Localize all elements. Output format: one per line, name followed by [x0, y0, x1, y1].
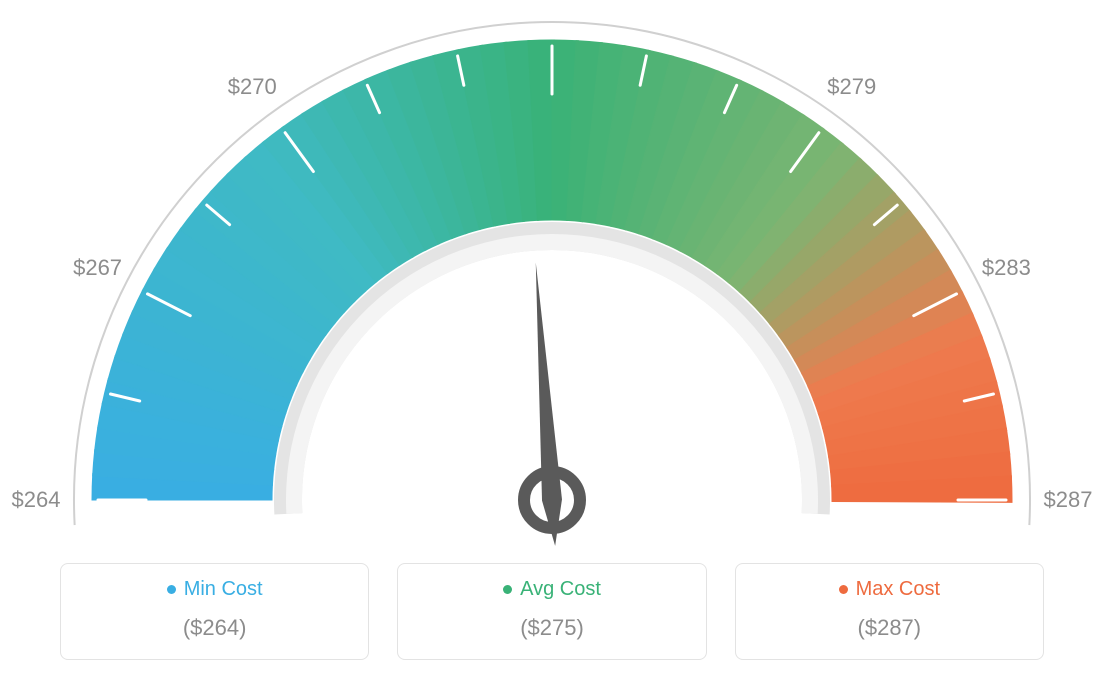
legend-min-value: ($264): [71, 615, 358, 641]
gauge-tick-label: $283: [982, 255, 1031, 281]
gauge-tick-label: $267: [73, 255, 122, 281]
gauge-tick-label: $275: [528, 0, 577, 3]
legend-min-card: Min Cost ($264): [60, 563, 369, 660]
legend-avg-dot: [503, 585, 512, 594]
legend-max-value: ($287): [746, 615, 1033, 641]
legend-row: Min Cost ($264) Avg Cost ($275) Max Cost…: [60, 563, 1044, 660]
legend-avg-label: Avg Cost: [520, 578, 601, 601]
legend-min-dot: [167, 585, 176, 594]
legend-max-label: Max Cost: [856, 578, 940, 601]
legend-min-label: Min Cost: [184, 578, 263, 601]
legend-max-card: Max Cost ($287): [735, 563, 1044, 660]
gauge-tick-label: $270: [228, 74, 277, 100]
gauge-tick-label: $279: [827, 74, 876, 100]
legend-avg-card: Avg Cost ($275): [397, 563, 706, 660]
gauge-tick-label: $287: [1044, 487, 1093, 513]
legend-avg-value: ($275): [408, 615, 695, 641]
gauge-tick-label: $264: [12, 487, 61, 513]
gauge-chart: [0, 0, 1104, 560]
legend-max-dot: [839, 585, 848, 594]
